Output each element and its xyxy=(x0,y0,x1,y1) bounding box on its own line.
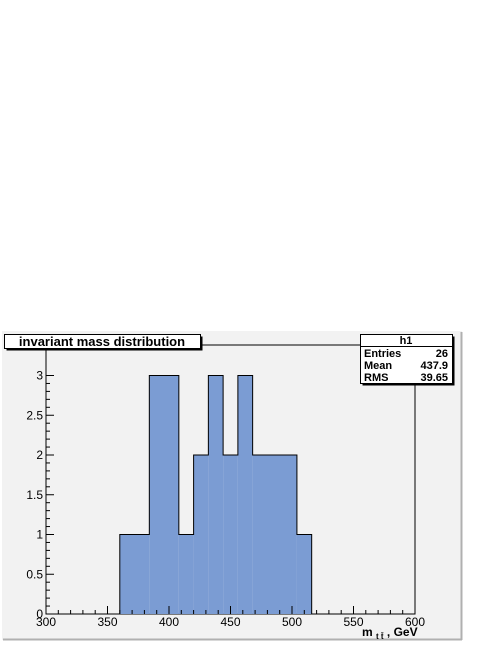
y-tick-label: 2 xyxy=(36,448,43,462)
y-tick-label: 0.5 xyxy=(26,567,43,581)
x-axis-tick-labels: 300 350 400 450 500 550 600 xyxy=(36,615,425,629)
histogram-bars xyxy=(119,375,313,614)
y-tick-label: 1 xyxy=(36,528,43,542)
stats-box: h1 Entries 26 Mean 437.9 RMS 39.65 xyxy=(360,334,455,386)
y-tick-label: 2.5 xyxy=(26,408,43,422)
histogram-bar-7 xyxy=(252,455,297,614)
stats-rms-value: 39.65 xyxy=(420,372,448,384)
x-axis-label-subscript: t t̄ xyxy=(376,632,384,641)
y-axis-ticks xyxy=(46,375,54,615)
stats-entries-label: Entries xyxy=(364,348,401,360)
x-tick-label: 450 xyxy=(220,615,240,629)
x-axis-label-suffix: , GeV xyxy=(387,625,418,639)
y-axis-tick-labels: 0 0.5 1 1.5 2 2.5 3 xyxy=(26,369,43,622)
stats-title: h1 xyxy=(400,335,413,347)
stats-entries-value: 26 xyxy=(436,348,448,360)
histogram-outline xyxy=(119,375,313,614)
stats-mean-label: Mean xyxy=(364,360,392,372)
stats-mean-value: 437.9 xyxy=(420,360,448,372)
histogram-bar-1 xyxy=(149,375,179,614)
y-tick-label: 0 xyxy=(36,607,43,621)
y-tick-label: 3 xyxy=(36,369,43,383)
histogram-bar-0 xyxy=(119,534,150,614)
histogram-bar-2 xyxy=(178,534,194,614)
histogram-bar-8 xyxy=(296,534,312,614)
histogram-bar-5 xyxy=(223,455,238,614)
y-tick-label: 1.5 xyxy=(26,488,43,502)
x-axis-title: m t t̄ , GeV xyxy=(362,625,418,642)
x-tick-label: 600 xyxy=(405,615,425,629)
chart-title: invariant mass distribution xyxy=(19,334,185,349)
histogram-bar-4 xyxy=(208,375,224,614)
histogram-bar-3 xyxy=(193,455,209,614)
stats-rms-label: RMS xyxy=(364,372,388,384)
x-axis-label: m xyxy=(362,625,373,639)
title-box: invariant mass distribution xyxy=(4,334,203,351)
histogram-bar-6 xyxy=(237,375,253,614)
x-tick-label: 300 xyxy=(36,615,56,629)
x-tick-label: 500 xyxy=(282,615,302,629)
x-tick-label: 400 xyxy=(159,615,179,629)
x-axis-ticks xyxy=(45,606,416,614)
x-tick-label: 350 xyxy=(97,615,117,629)
svg-text:m t t̄ , GeV: m t t̄ , GeV xyxy=(362,625,418,642)
x-tick-label: 550 xyxy=(343,615,363,629)
